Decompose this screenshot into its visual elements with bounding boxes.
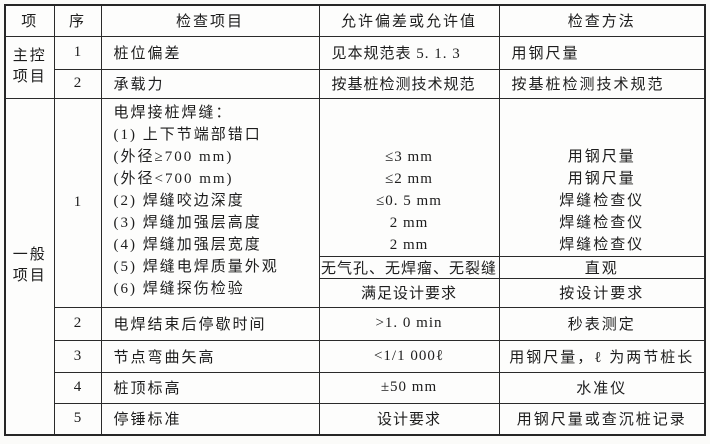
- cell-item-weld-seam: 电焊接桩焊缝： (1) 上下节端部错口 (外径≥700 mm) (外径<700 …: [100, 97, 320, 308]
- item-line: (3) 焊缝加强层高度: [113, 214, 262, 231]
- cell-method: 直观: [498, 255, 706, 279]
- item-line: (外径≥700 mm): [113, 148, 234, 165]
- method-line: 焊缝检查仪: [559, 236, 645, 253]
- cell-seq: 4: [53, 371, 102, 404]
- item-line: 电焊接桩焊缝：: [113, 104, 233, 121]
- cell-value-lines: ≤3 mm ≤2 mm ≤0. 5 mm 2 mm 2 mm: [318, 97, 500, 257]
- value-line: ≤0. 5 mm: [376, 192, 442, 209]
- value-line: [320, 124, 498, 146]
- cell-value: 满足设计要求: [318, 277, 500, 308]
- method-line: [500, 124, 704, 146]
- cell-item: 桩位偏差: [100, 35, 320, 70]
- method-line: 焊缝检查仪: [559, 192, 645, 209]
- cell-item: 桩顶标高: [100, 371, 320, 404]
- group-label-line: 主控: [12, 48, 47, 64]
- cell-value: 按基桩检测技术规范: [318, 68, 500, 99]
- cell-value: >1. 0 min: [318, 306, 500, 341]
- col-header-method: 检查方法: [498, 4, 706, 37]
- item-line: (6) 焊缝探伤检验: [113, 280, 245, 297]
- table-row: 2 承载力 按基桩检测技术规范 按基桩检测技术规范: [5, 68, 706, 99]
- item-line: (2) 焊缝咬边深度: [113, 192, 245, 209]
- table-row: 2 电焊结束后停歇时间 >1. 0 min 秒表测定: [5, 306, 706, 341]
- cell-item: 承载力: [100, 68, 320, 99]
- group-label-line: 一般: [12, 247, 47, 264]
- group-label-main-control: 主控 项目: [4, 35, 55, 99]
- cell-seq: 2: [53, 68, 102, 99]
- col-header-value: 允许偏差或允许值: [318, 4, 500, 37]
- cell-method: 秒表测定: [498, 306, 706, 341]
- group-label-line: 项目: [12, 69, 47, 85]
- cell-seq: 2: [53, 306, 102, 341]
- group-label-line: 项目: [12, 268, 47, 285]
- cell-item: 电焊结束后停歇时间: [100, 306, 320, 341]
- method-line: 用钢尺量: [567, 170, 636, 187]
- table-row: 5 停锤标准 设计要求 用钢尺量或查沉桩记录: [5, 402, 706, 436]
- table-row: 4 桩顶标高 ±50 mm 水准仪: [5, 371, 706, 404]
- cell-method: 用钢尺量: [498, 35, 706, 70]
- col-header-group: 项: [4, 4, 55, 37]
- inspection-table: 项 序 检查项目 允许偏差或允许值 检查方法 主控 项目 1 桩位偏差 见本规范…: [4, 4, 706, 436]
- document-page: 项 序 检查项目 允许偏差或允许值 检查方法 主控 项目 1 桩位偏差 见本规范…: [0, 4, 710, 444]
- cell-method: 用钢尺量，ℓ 为两节桩长: [498, 339, 706, 373]
- cell-method-lines: 用钢尺量 用钢尺量 焊缝检查仪 焊缝检查仪 焊缝检查仪: [498, 97, 706, 257]
- method-line: 焊缝检查仪: [559, 214, 645, 231]
- table-row: 3 节点弯曲矢高 <1/1 000ℓ 用钢尺量，ℓ 为两节桩长: [5, 339, 706, 373]
- cell-method: 水准仪: [498, 371, 706, 404]
- value-line: 2 mm: [389, 214, 429, 231]
- cell-method: 按基桩检测技术规范: [498, 68, 706, 99]
- group-label-general: 一般 项目: [4, 97, 55, 436]
- cell-method: 用钢尺量或查沉桩记录: [498, 402, 706, 436]
- cell-value: 设计要求: [318, 402, 500, 436]
- col-header-item: 检查项目: [100, 4, 320, 37]
- item-line: (1) 上下节端部错口: [113, 126, 262, 143]
- cell-item: 节点弯曲矢高: [100, 339, 320, 373]
- cell-value: 无气孔、无焊瘤、无裂缝: [318, 255, 500, 279]
- cell-method: 按设计要求: [498, 277, 706, 308]
- cell-seq: 3: [53, 339, 102, 373]
- col-header-seq: 序: [53, 4, 102, 37]
- table-row: 主控 项目 1 桩位偏差 见本规范表 5. 1. 3 用钢尺量: [4, 35, 706, 99]
- table-row: 一般 项目 1 电焊接桩焊缝： (1) 上下节端部错口 (外径≥700 mm) …: [4, 97, 706, 436]
- value-line: ≤3 mm: [385, 148, 433, 165]
- cell-value: 见本规范表 5. 1. 3: [318, 35, 500, 70]
- cell-value: ±50 mm: [318, 371, 500, 404]
- value-line: 2 mm: [389, 236, 429, 253]
- item-line: (4) 焊缝加强层宽度: [113, 236, 262, 253]
- item-line: (5) 焊缝电焊质量外观: [113, 258, 279, 275]
- value-line: [320, 102, 498, 124]
- item-line: (外径<700 mm): [113, 170, 234, 187]
- method-line: 用钢尺量: [567, 148, 636, 165]
- header-row: 项 序 检查项目 允许偏差或允许值 检查方法: [4, 4, 706, 37]
- cell-seq: 1: [53, 97, 102, 308]
- cell-seq: 5: [53, 402, 102, 436]
- method-line: [500, 102, 704, 124]
- cell-value: <1/1 000ℓ: [318, 339, 500, 373]
- cell-item: 停锤标准: [100, 402, 320, 436]
- value-line: ≤2 mm: [385, 170, 433, 187]
- cell-seq: 1: [53, 35, 102, 70]
